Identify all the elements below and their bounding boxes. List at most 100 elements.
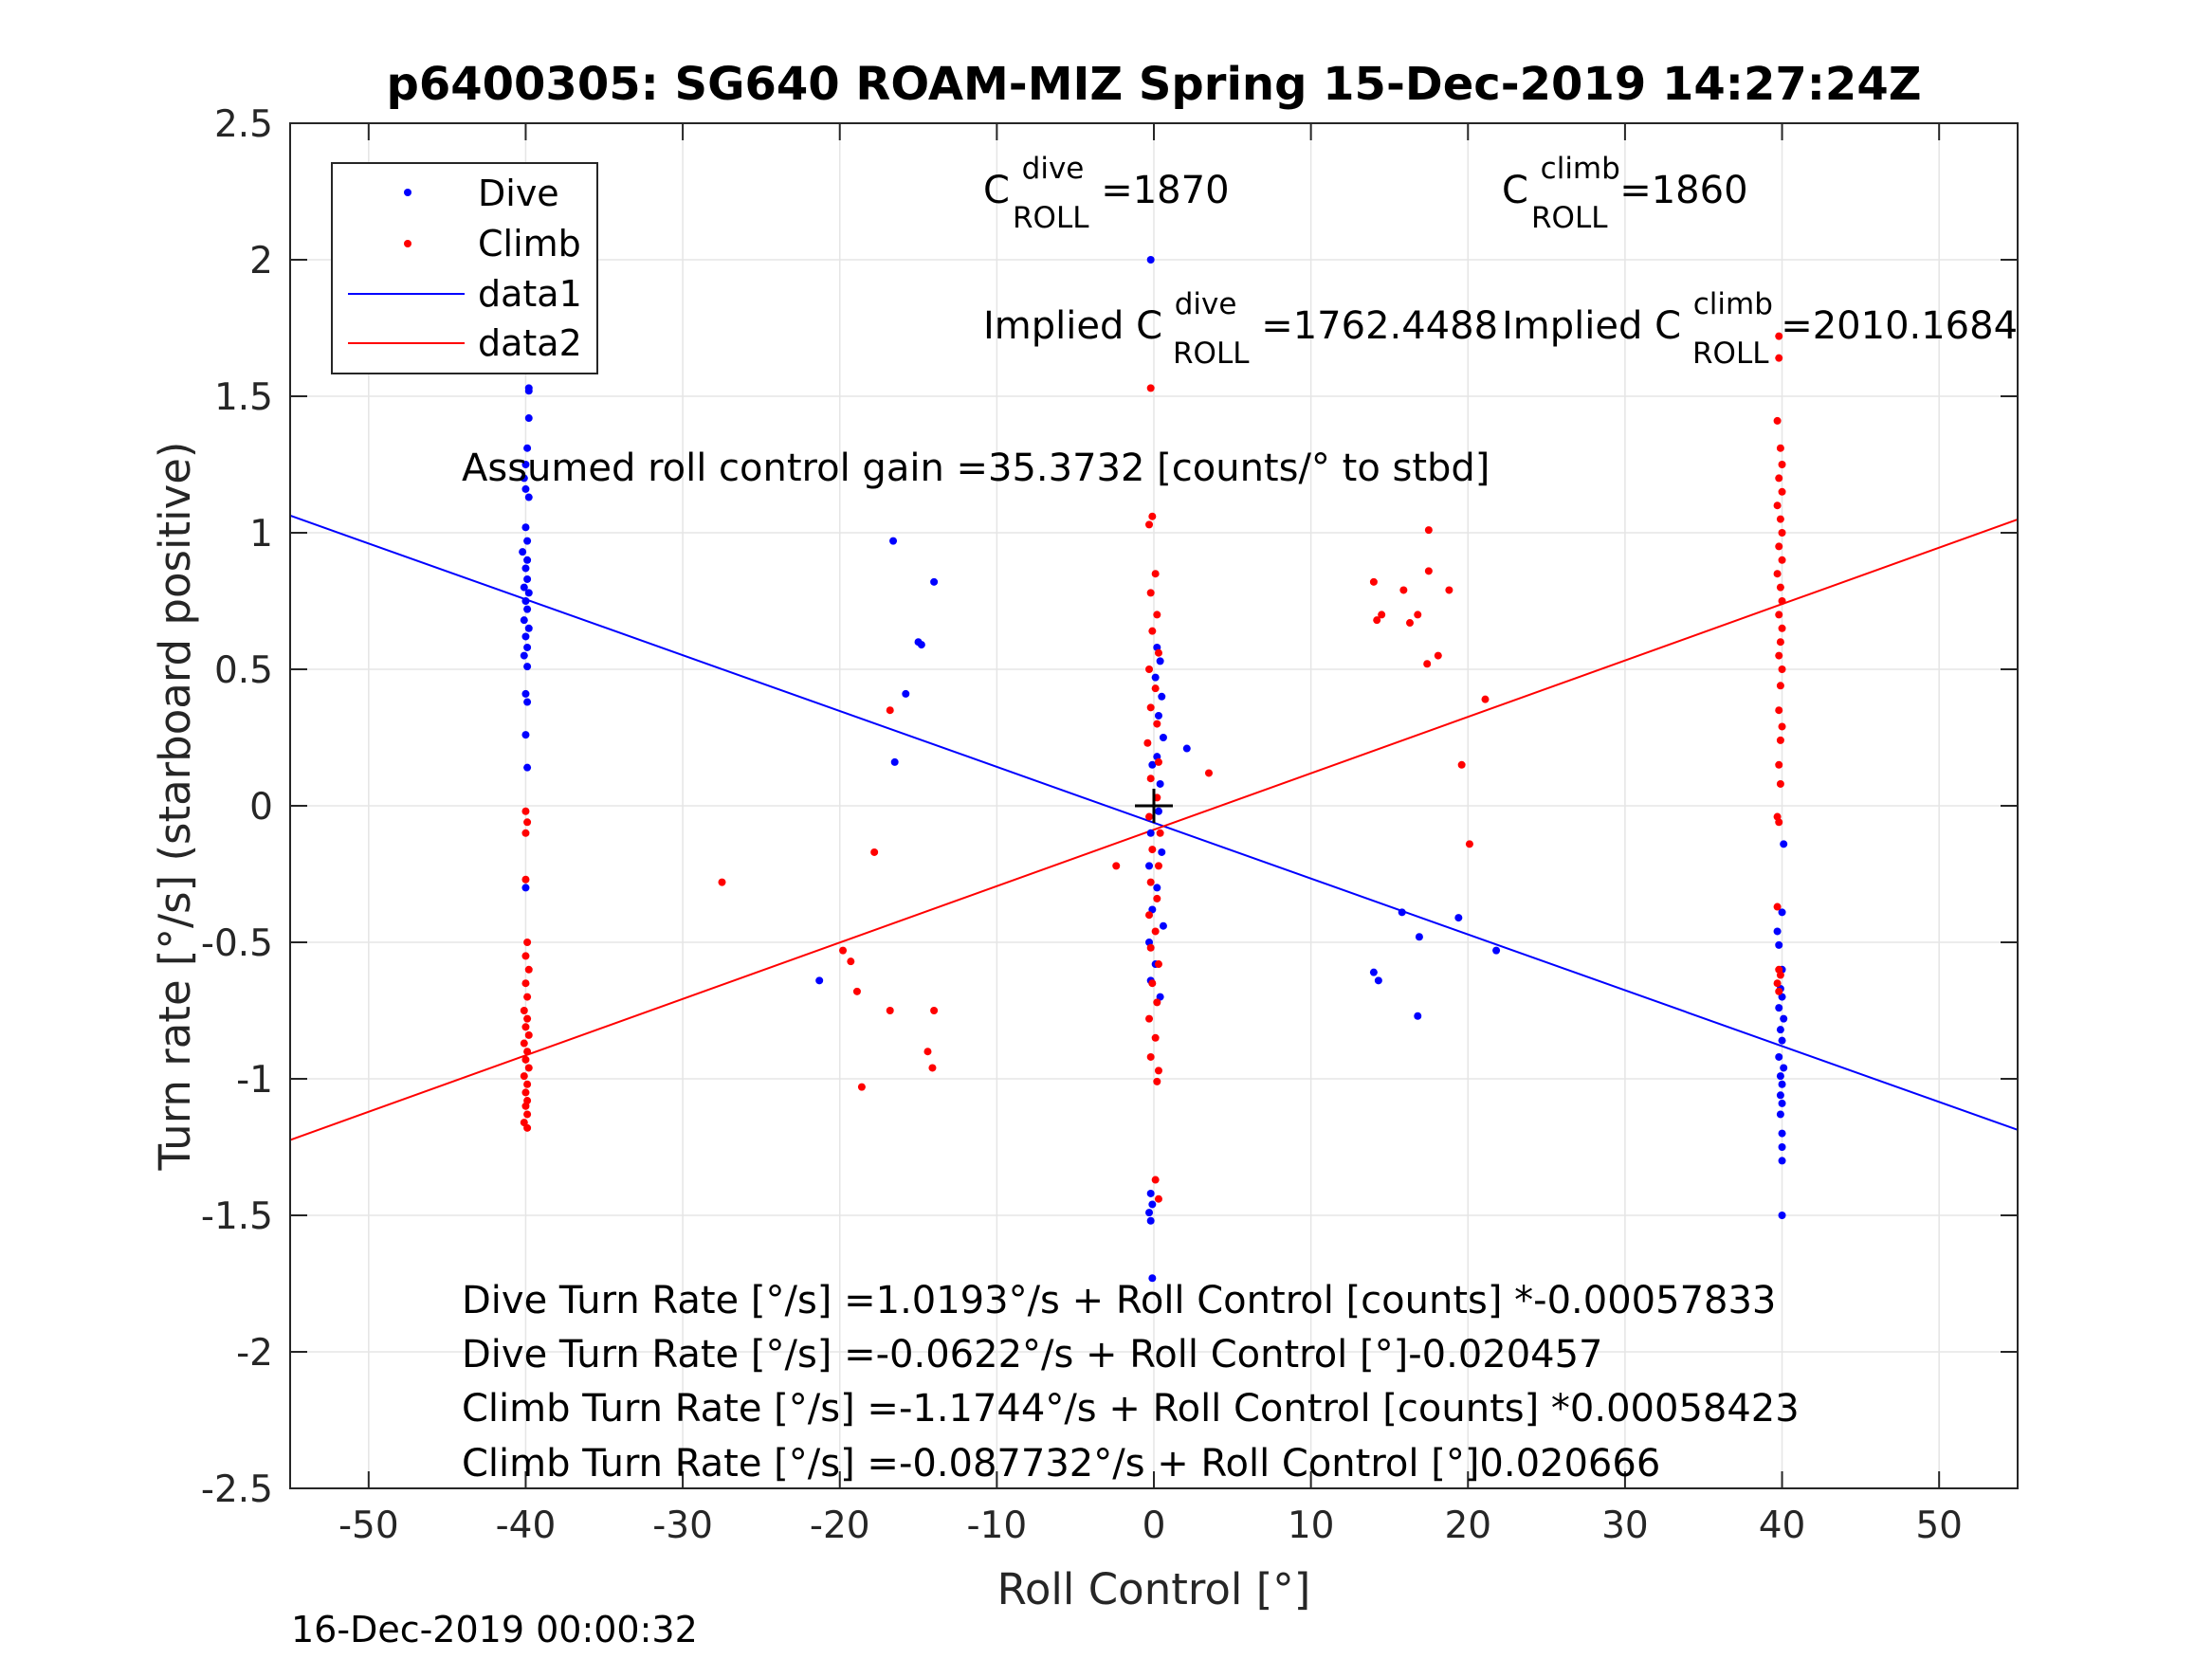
- dive-point: [1398, 908, 1406, 917]
- c-roll-climb-base: C: [1502, 169, 1528, 212]
- dive-point: [1148, 1274, 1157, 1283]
- climb-point: [847, 957, 855, 966]
- climb-point: [1775, 542, 1783, 551]
- climb-point: [1151, 570, 1160, 578]
- dive-point: [1776, 1110, 1784, 1119]
- legend: Dive Climb data1 data2: [331, 162, 598, 374]
- climb-point: [923, 1048, 932, 1056]
- climb-point: [1776, 779, 1784, 788]
- climb-equation-counts: Climb Turn Rate [°/s] =-1.1744°/s + Roll…: [462, 1387, 1800, 1431]
- legend-climb-label: Climb: [478, 223, 581, 264]
- implied-dive-base: Implied C: [983, 304, 1162, 348]
- y-tick-label: 0.5: [214, 649, 273, 692]
- dive-point: [1492, 946, 1501, 955]
- x-tick-label: -30: [652, 1504, 713, 1547]
- climb-point: [523, 1048, 532, 1056]
- markers: [1135, 789, 1173, 823]
- climb-point: [523, 1080, 532, 1088]
- climb-point: [1151, 927, 1160, 936]
- dive-point: [1778, 1157, 1786, 1165]
- dive-point: [521, 689, 530, 698]
- dive-point: [523, 605, 532, 613]
- dive-point: [1778, 1212, 1786, 1219]
- climb-point: [1143, 738, 1152, 747]
- dive-point: [520, 583, 528, 592]
- climb-point: [1112, 862, 1121, 870]
- climb-point: [1154, 960, 1162, 969]
- dive-point: [1778, 1036, 1786, 1045]
- climb-point: [523, 1110, 532, 1119]
- climb-point: [1778, 487, 1786, 496]
- dive-point: [1159, 734, 1167, 741]
- y-tick-label: -1: [236, 1059, 273, 1102]
- dive-point: [1369, 968, 1378, 976]
- climb-point: [521, 952, 530, 960]
- dive-point: [524, 414, 533, 423]
- dive-equation-counts: Dive Turn Rate [°/s] =1.0193°/s + Roll C…: [462, 1279, 1776, 1322]
- roll-gain-annotation: Assumed roll control gain =35.3732 [coun…: [462, 447, 1490, 490]
- dive-point: [917, 641, 925, 649]
- dive-point: [520, 651, 528, 660]
- climb-point: [1465, 840, 1473, 848]
- dive-point: [524, 493, 533, 501]
- climb-point: [520, 1007, 528, 1014]
- c-roll-climb-sup: climb: [1541, 152, 1620, 186]
- dive-point: [1158, 692, 1166, 701]
- climb-point: [1146, 1052, 1155, 1061]
- climb-point: [521, 1023, 530, 1031]
- x-tick-label: -50: [338, 1504, 399, 1547]
- climb-point: [1775, 818, 1783, 827]
- climb-point: [521, 807, 530, 815]
- climb-point: [1154, 1066, 1162, 1075]
- dive-point: [1146, 829, 1155, 837]
- legend-dive-marker: [404, 189, 411, 196]
- dive-point: [815, 976, 824, 985]
- ticks: -50 -40 -30 -20 -10 0 10 20 30 40 50-2.5-2-1.5-1-0…: [201, 103, 2018, 1547]
- climb-point: [1151, 1033, 1160, 1042]
- climb-point: [1148, 627, 1157, 635]
- implied-dive-value: =1762.4488: [1261, 304, 1498, 348]
- climb-point: [1778, 624, 1786, 632]
- dive-point: [1780, 840, 1788, 848]
- dive-point: [521, 632, 530, 641]
- climb-point: [1369, 577, 1378, 586]
- climb-point: [524, 1064, 533, 1072]
- dive-point: [1154, 807, 1162, 815]
- climb-point: [1399, 586, 1408, 594]
- dive-point: [524, 624, 533, 632]
- climb-point: [1146, 703, 1155, 712]
- climb-point: [1773, 902, 1782, 911]
- climb-point: [886, 706, 894, 715]
- dive-equation-degrees: Dive Turn Rate [°/s] =-0.0622°/s + Roll …: [462, 1333, 1603, 1376]
- climb-point: [521, 1102, 530, 1110]
- climb-point: [1145, 665, 1154, 673]
- climb-point: [1778, 529, 1786, 537]
- climb-point: [523, 993, 532, 1001]
- climb-point: [1154, 757, 1162, 766]
- climb-point: [1424, 526, 1433, 535]
- climb-point: [520, 1072, 528, 1081]
- climb-point: [1423, 660, 1432, 668]
- climb-point: [1434, 651, 1442, 660]
- y-tick-label: 2: [249, 240, 273, 283]
- climb-point: [1151, 684, 1160, 693]
- climb-point: [839, 946, 848, 955]
- climb-point: [1773, 416, 1782, 425]
- climb-point: [1457, 760, 1466, 769]
- dive-point: [1415, 933, 1423, 941]
- climb-point: [1776, 444, 1784, 452]
- dive-point: [1775, 1052, 1783, 1061]
- climb-point: [1775, 354, 1783, 362]
- climb-point: [523, 939, 532, 946]
- x-axis-title: Roll Control [°]: [997, 1564, 1311, 1614]
- climb-point: [1145, 812, 1154, 821]
- dive-point: [1775, 940, 1783, 949]
- dive-point: [1146, 256, 1155, 264]
- c-roll-climb-sub: ROLL: [1531, 201, 1608, 235]
- climb-point: [1775, 611, 1783, 619]
- dive-point: [523, 556, 532, 564]
- x-tick-label: 0: [1143, 1504, 1166, 1547]
- climb-point: [1776, 736, 1784, 744]
- climb-point: [1153, 720, 1161, 728]
- climb-point: [521, 979, 530, 988]
